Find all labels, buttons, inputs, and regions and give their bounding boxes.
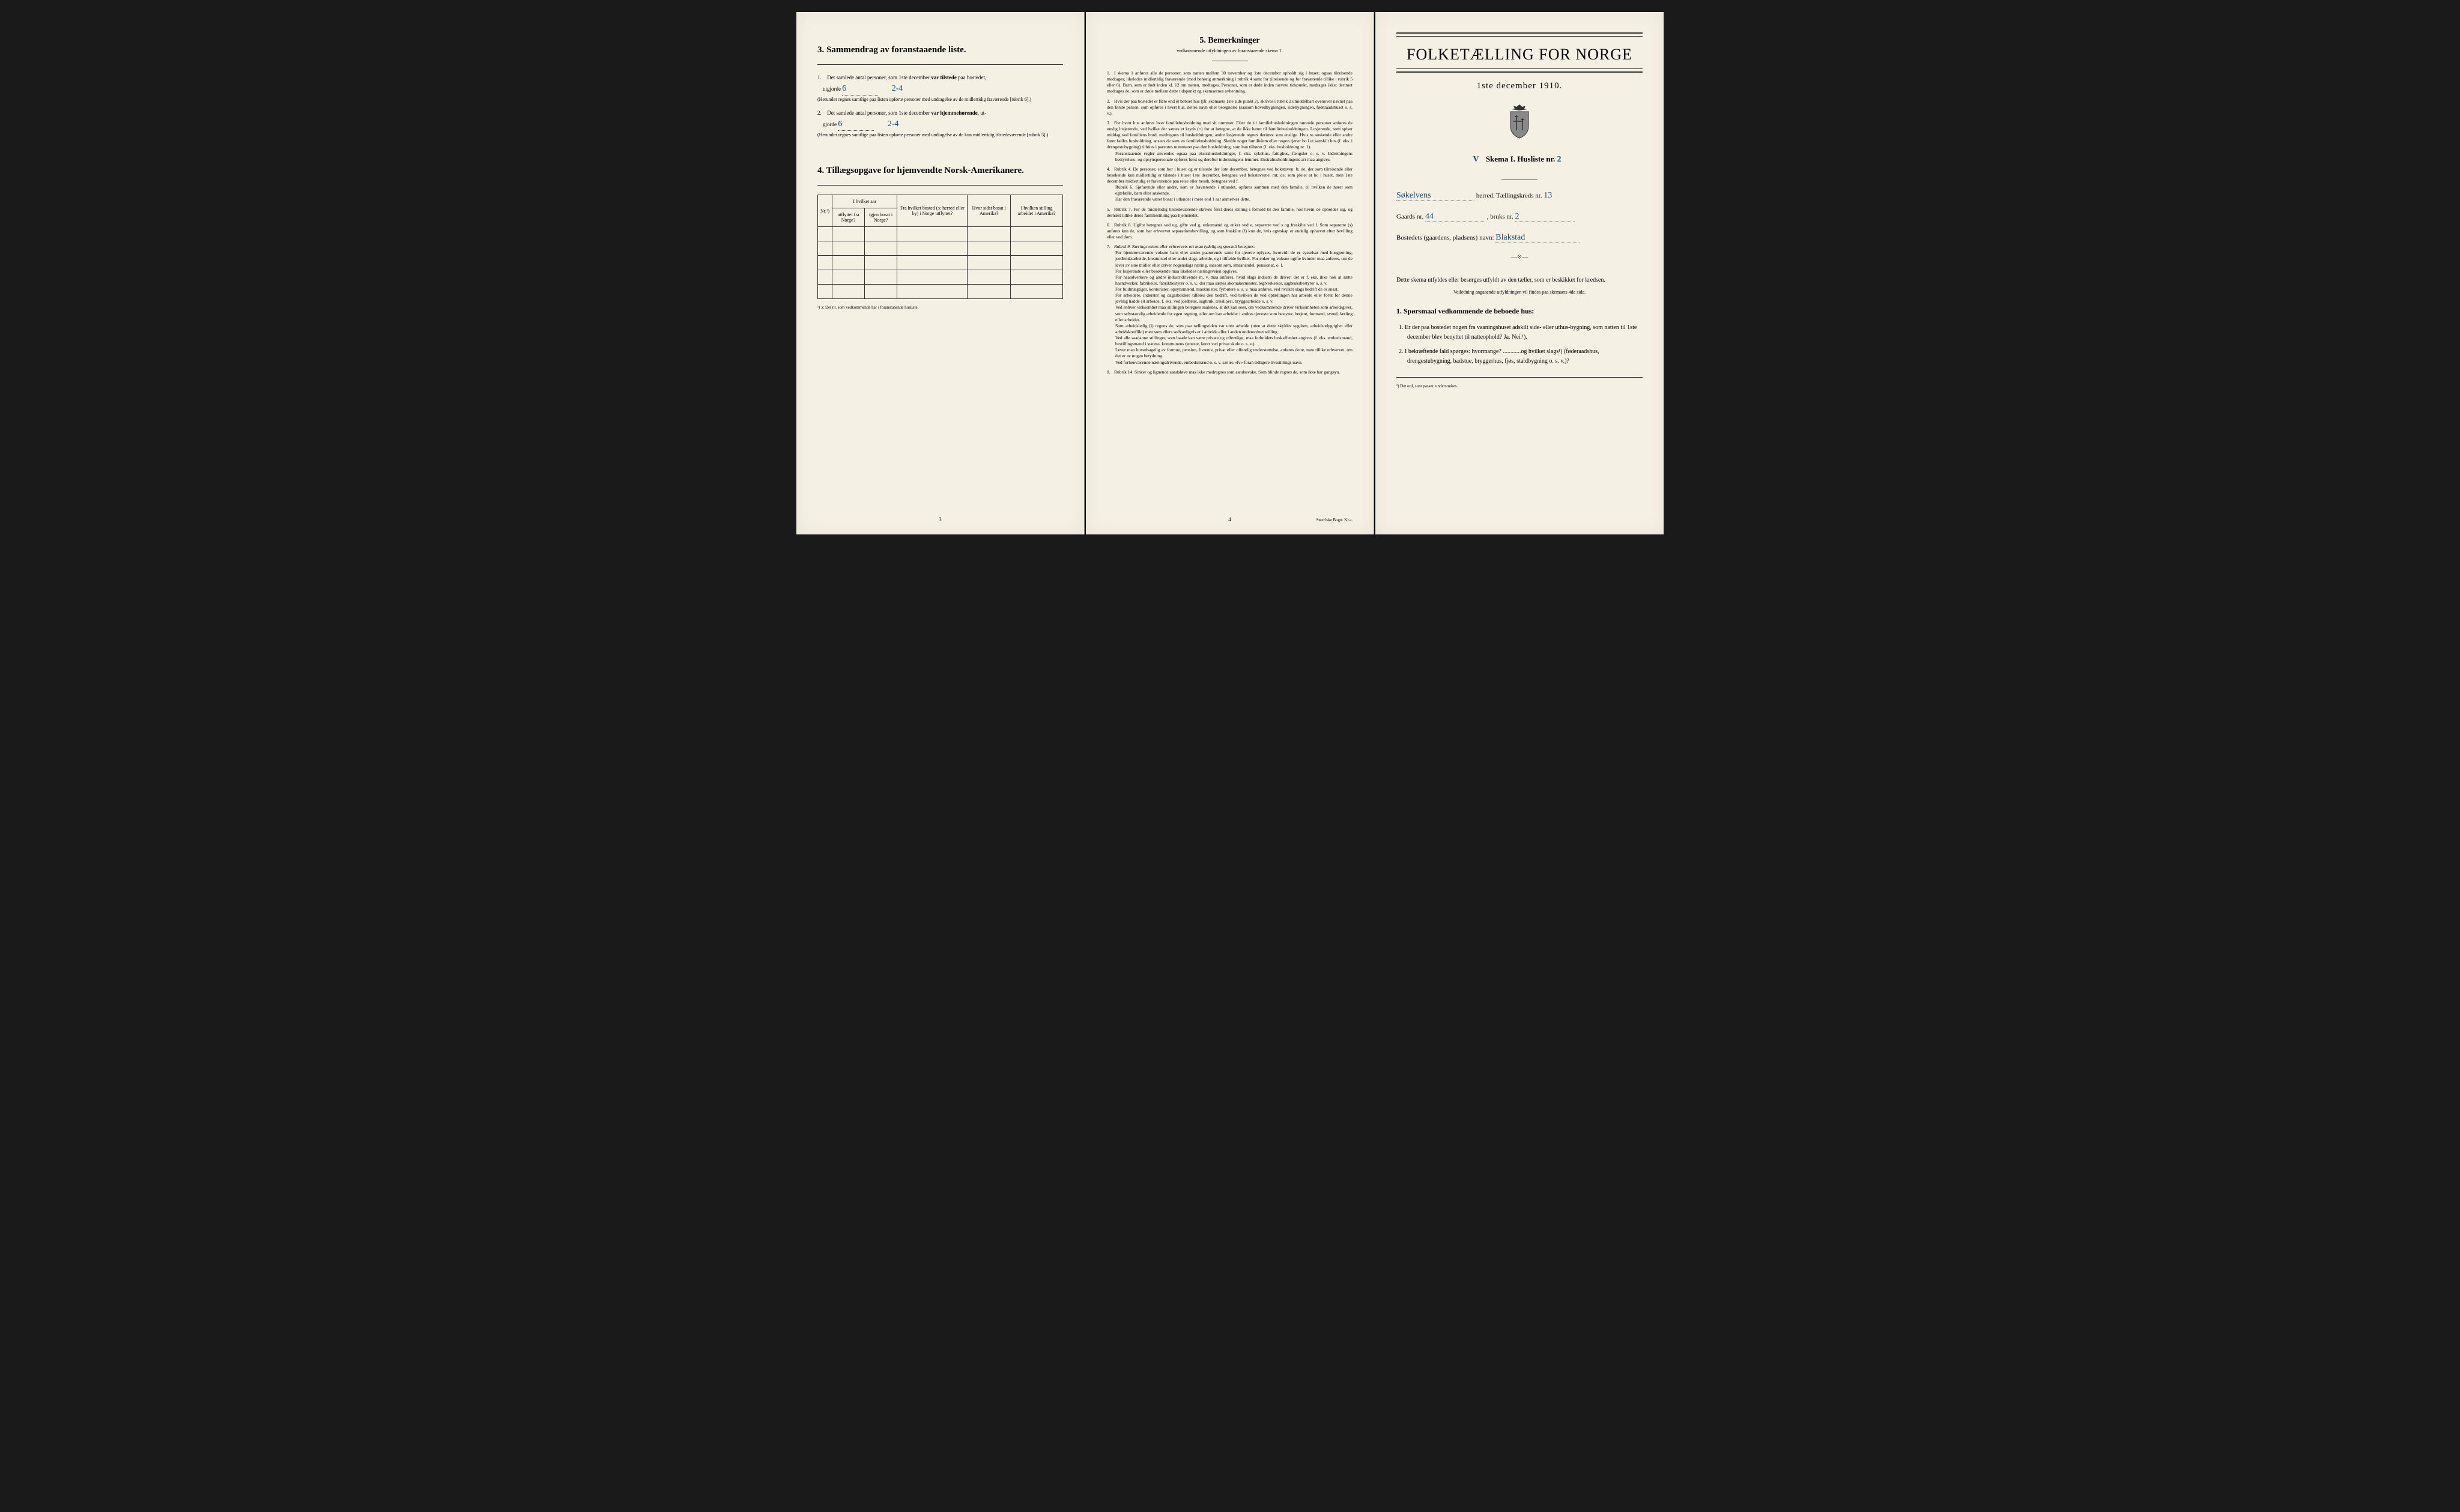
table-row xyxy=(818,285,1063,299)
footnote: ¹) Det ord, som passer, understrekes. xyxy=(1396,384,1643,389)
rule xyxy=(817,185,1063,186)
printer-imprint: Steen'ske Bogtr. Kr.a. xyxy=(1316,518,1353,522)
handwritten-breakdown-1: 2-4 xyxy=(892,84,903,93)
section-4-title: 4. Tillægsopgave for hjemvendte Norsk-Am… xyxy=(817,166,1063,176)
handwritten-breakdown-2: 2-4 xyxy=(888,119,899,129)
handwritten-count-2: 6 xyxy=(838,118,874,131)
bruks-nr: 2 xyxy=(1515,212,1575,222)
question-1: 1. Er der paa bostedet nogen fra vaaning… xyxy=(1407,323,1643,342)
rule xyxy=(1396,71,1643,73)
census-date: 1ste december 1910. xyxy=(1396,81,1643,91)
rule xyxy=(817,64,1063,65)
bosted-line: Bostedets (gaardens, pladsens) navn: Bla… xyxy=(1396,233,1643,243)
section-3-title: 3. Sammendrag av foranstaaende liste. xyxy=(817,45,1063,55)
ornament-icon: ―※― xyxy=(1396,254,1643,261)
gaards-line: Gaards nr. 44 , bruks nr. 2 xyxy=(1396,212,1643,222)
american-table: Nr.¹) I hvilket aar Fra hvilket bosted (… xyxy=(817,195,1063,299)
kreds-nr: 13 xyxy=(1544,191,1552,200)
gaards-nr: 44 xyxy=(1425,212,1485,222)
herred-line: Søkelvens herred. Tællingskreds nr. 13 xyxy=(1396,191,1643,201)
section-5-title: 5. Bemerkninger xyxy=(1107,36,1353,46)
table-row xyxy=(818,270,1063,285)
page-4: 5. Bemerkninger vedkommende utfyldningen… xyxy=(1086,12,1374,534)
page-number: 4 xyxy=(1228,516,1231,522)
rule xyxy=(1396,36,1643,37)
footnote: ¹) ɔ: Det nr. som vedkommende har i fora… xyxy=(817,305,1063,310)
table-row xyxy=(818,227,1063,241)
rule xyxy=(1396,68,1643,69)
husliste-nr: 2 xyxy=(1557,155,1562,164)
bosted-name: Blakstad xyxy=(1495,233,1580,243)
checkmark: V xyxy=(1473,155,1479,164)
remarks-list: 1.I skema 1 anføres alle de personer, so… xyxy=(1107,70,1353,375)
schema-line: V Skema I. Husliste nr. 2 xyxy=(1396,154,1643,165)
th-emigrated: utflyttet fra Norge? xyxy=(832,208,865,227)
question-heading: 1. Spørsmaal vedkommende de beboede hus: xyxy=(1396,307,1643,316)
handwritten-count-1: 6 xyxy=(842,82,878,95)
item-2: 2. Det samlede antal personer, som 1ste … xyxy=(817,109,1063,139)
th-from: Fra hvilket bosted (ɔ: herred eller by) … xyxy=(897,195,968,227)
th-nr: Nr.¹) xyxy=(818,195,832,227)
table-row xyxy=(818,241,1063,256)
rule xyxy=(1396,377,1643,378)
section-5-subtitle: vedkommende utfyldningen av foranstaaend… xyxy=(1107,48,1353,53)
page-number: 3 xyxy=(939,516,942,522)
main-title: FOLKETÆLLING FOR NORGE xyxy=(1396,46,1643,64)
question-2: 2. I bekræftende fald spørges: hvormange… xyxy=(1407,347,1643,366)
th-where: Hvor sidst bosat i Amerika? xyxy=(968,195,1011,227)
instruction-text: Dette skema utfyldes eller besørges utfy… xyxy=(1396,276,1643,285)
table-row xyxy=(818,256,1063,270)
rule xyxy=(1396,32,1643,34)
instruction-small: Veiledning angaaende utfyldningen vil fi… xyxy=(1396,289,1643,295)
th-job: I hvilken stilling arbeidet i Amerika? xyxy=(1011,195,1063,227)
coat-of-arms-icon xyxy=(1396,103,1643,142)
item-1: 1. Det samlede antal personer, som 1ste … xyxy=(817,74,1063,103)
page-title: FOLKETÆLLING FOR NORGE 1ste december 191… xyxy=(1375,12,1664,534)
page-3: 3. Sammendrag av foranstaaende liste. 1.… xyxy=(796,12,1085,534)
herred-name: Søkelvens xyxy=(1396,191,1474,201)
th-returned: igjen bosat i Norge? xyxy=(864,208,897,227)
th-year: I hvilket aar xyxy=(832,195,897,208)
document-spread: 3. Sammendrag av foranstaaende liste. 1.… xyxy=(796,12,1664,534)
